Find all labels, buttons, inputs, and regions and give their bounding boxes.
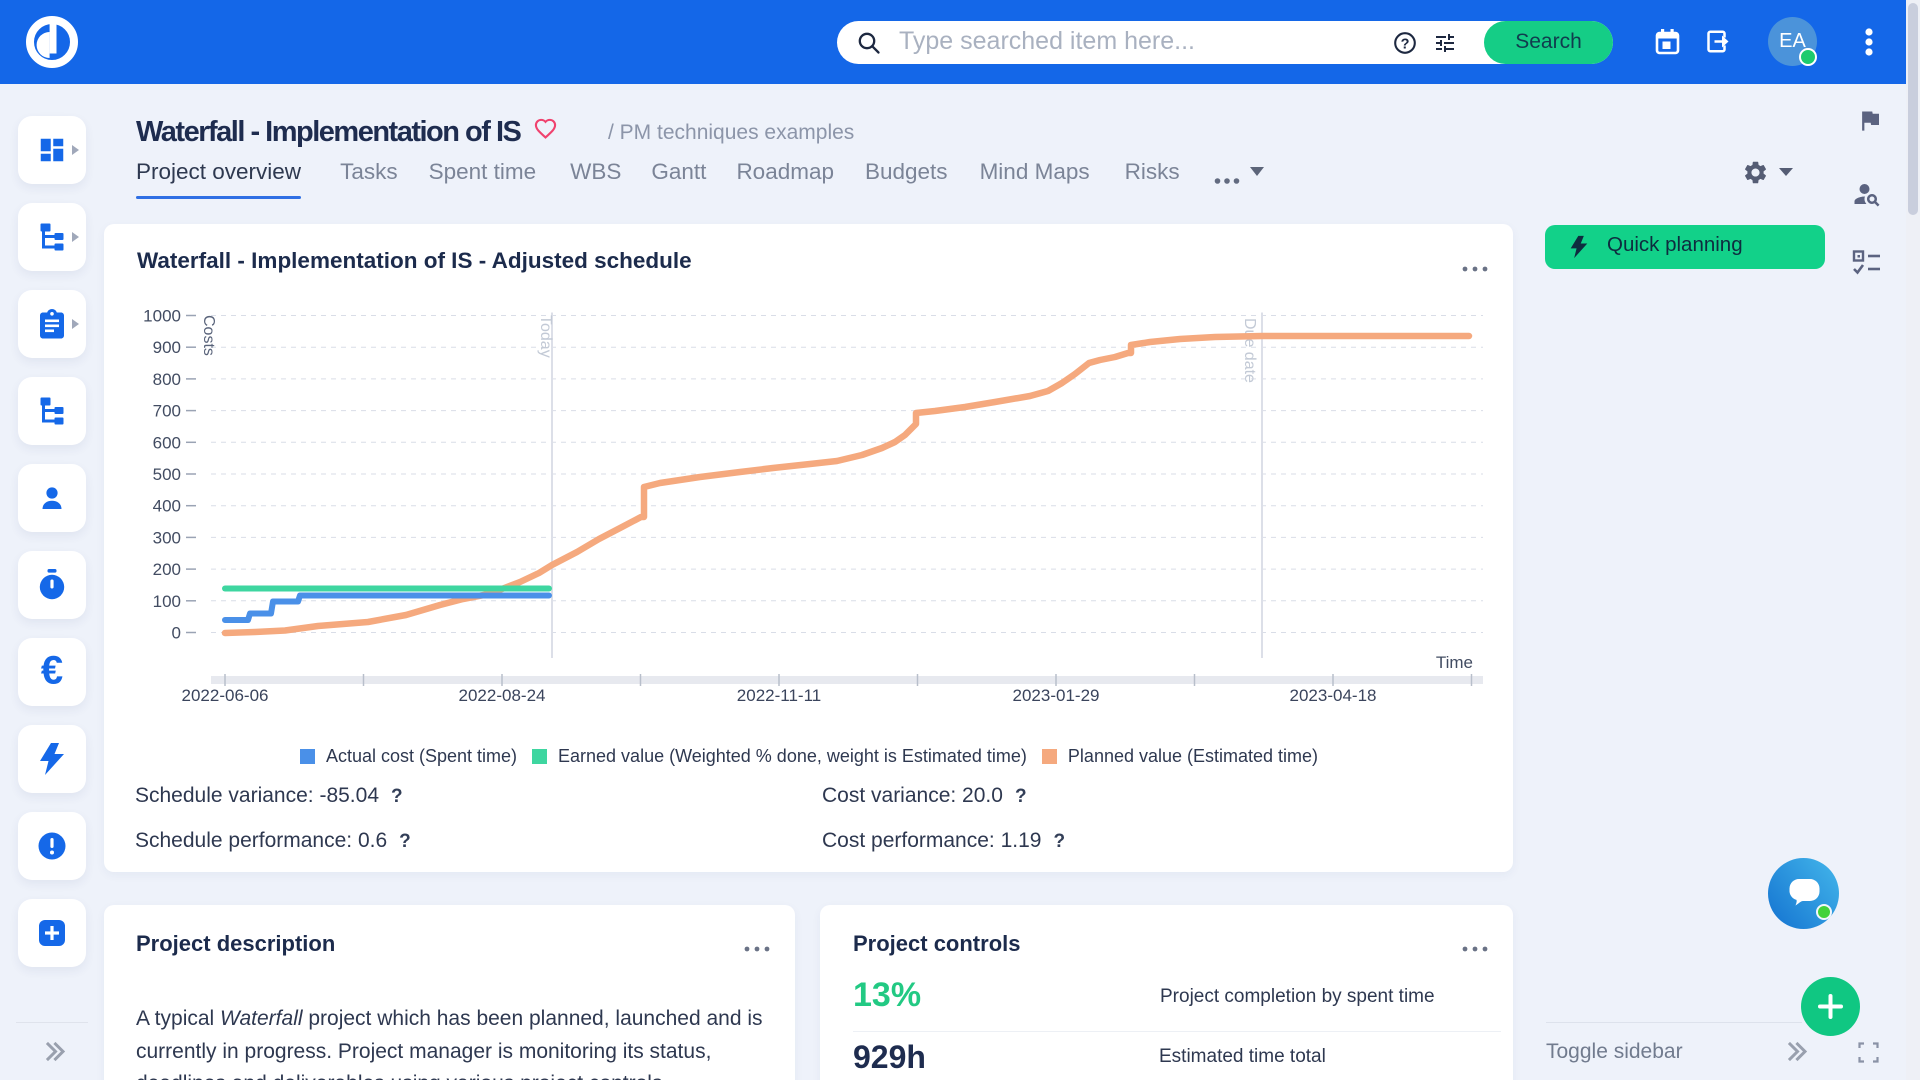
svg-text:200: 200 <box>153 560 181 579</box>
svg-text:800: 800 <box>153 370 181 389</box>
svg-text:Today: Today <box>537 315 554 358</box>
svg-text:?: ? <box>1401 37 1410 53</box>
svg-text:2022-11-11: 2022-11-11 <box>737 686 821 705</box>
svg-text:100: 100 <box>153 592 181 611</box>
svg-text:700: 700 <box>153 402 181 421</box>
svg-text:500: 500 <box>153 465 181 484</box>
svg-text:Due date: Due date <box>1241 318 1258 383</box>
svg-text:0: 0 <box>172 624 181 643</box>
svg-text:2023-01-29: 2023-01-29 <box>1013 686 1100 705</box>
svg-text:400: 400 <box>153 497 181 516</box>
svg-text:300: 300 <box>153 528 181 547</box>
svg-text:2022-08-24: 2022-08-24 <box>459 686 546 705</box>
svg-text:600: 600 <box>153 433 181 452</box>
svg-text:Time: Time <box>1436 653 1473 672</box>
svg-text:2022-06-06: 2022-06-06 <box>182 686 269 705</box>
svg-text:Costs: Costs <box>200 315 217 356</box>
svg-text:2023-04-18: 2023-04-18 <box>1290 686 1377 705</box>
svg-text:900: 900 <box>153 338 181 357</box>
svg-text:1000: 1000 <box>143 307 181 326</box>
